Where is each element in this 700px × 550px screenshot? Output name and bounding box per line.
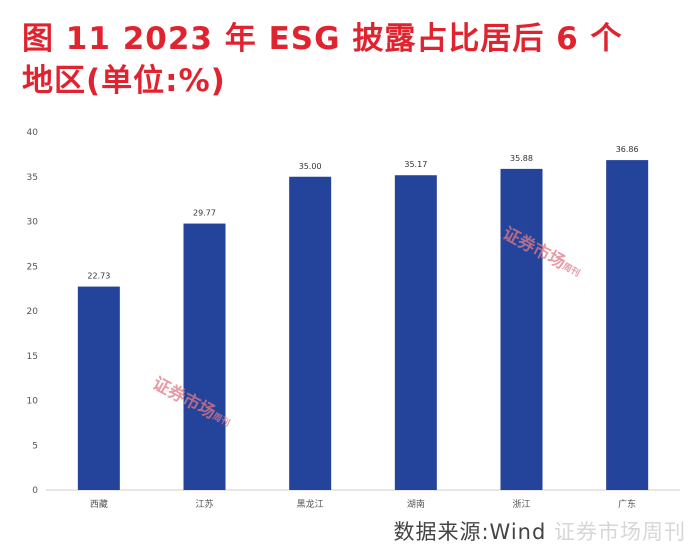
title-line-1: 图 11 2023 年 ESG 披露占比居后 6 个 [22, 21, 623, 57]
data-source: 数据来源:Wind 证券市场周刊 [393, 516, 686, 546]
y-tick-label: 25 [27, 262, 38, 272]
bar [500, 168, 543, 490]
y-tick-label: 10 [27, 397, 39, 407]
y-tick-label: 15 [27, 352, 38, 362]
bar-value-label: 36.86 [616, 145, 639, 154]
bar [183, 223, 226, 490]
x-tick-label: 浙江 [512, 498, 530, 510]
y-tick-label: 5 [32, 441, 38, 451]
y-tick-label: 30 [27, 218, 39, 228]
source-text: 数据来源:Wind [393, 520, 547, 544]
bar-value-label: 29.77 [193, 209, 216, 218]
x-tick-label: 江苏 [195, 498, 213, 510]
y-tick-label: 40 [27, 128, 39, 138]
y-tick-label: 35 [27, 173, 38, 183]
bar-chart: 0 5 10 15 20 25 30 35 40 22.73 西藏 29.77 江苏 35.00 黑龙江 3… [27, 128, 680, 510]
bar [77, 286, 120, 490]
title-line-2: 地区(单位:%) [22, 63, 226, 99]
x-tick-label: 西藏 [90, 498, 108, 510]
bar [606, 160, 649, 490]
bar [289, 176, 332, 490]
chart-title: 图 11 2023 年 ESG 披露占比居后 6 个 地区(单位:%) [22, 18, 698, 102]
bar-value-label: 35.88 [510, 154, 533, 163]
bar-value-label: 35.00 [299, 162, 322, 171]
y-tick-label: 0 [32, 486, 38, 496]
x-tick-label: 广东 [618, 498, 636, 510]
y-tick-label: 20 [27, 307, 39, 317]
x-tick-label: 黑龙江 [297, 498, 324, 510]
bar-value-label: 35.17 [404, 160, 427, 169]
x-tick-label: 湖南 [407, 498, 425, 510]
bar [394, 175, 437, 490]
bar-value-label: 22.73 [87, 272, 110, 281]
source-watermark: 证券市场周刊 [546, 520, 686, 544]
chart-area: 0 5 10 15 20 25 30 35 40 22.73 西藏 29.77 江苏 35.00 黑龙江 3… [0, 120, 700, 520]
